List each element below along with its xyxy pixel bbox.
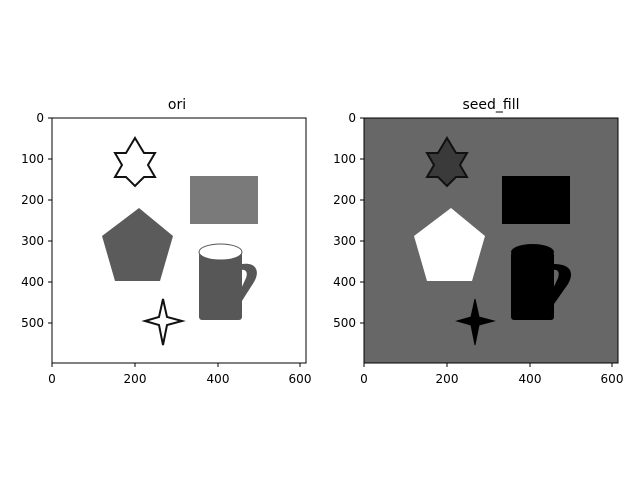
y-tick-label: 400 <box>333 275 356 289</box>
mug <box>511 244 572 320</box>
y-tick-label: 0 <box>348 111 356 125</box>
image-background <box>52 118 306 363</box>
x-axis <box>51 363 301 367</box>
x-tick-label: 400 <box>207 372 230 386</box>
y-axis <box>48 117 52 324</box>
black-rectangle <box>502 176 570 224</box>
y-tick-label: 300 <box>21 234 44 248</box>
x-tick-label: 200 <box>124 372 147 386</box>
image-area <box>52 118 306 363</box>
y-axis <box>360 117 364 324</box>
y-tick-label: 300 <box>333 234 356 248</box>
x-tick-label: 600 <box>601 372 624 386</box>
x-tick-label: 0 <box>48 372 56 386</box>
pentagon <box>102 208 173 281</box>
y-tick-label: 500 <box>21 316 44 330</box>
y-tick-label: 0 <box>36 111 44 125</box>
pentagon <box>414 208 485 281</box>
four-point-star <box>141 298 186 346</box>
x-axis <box>363 363 613 367</box>
six-point-star <box>113 136 157 188</box>
panel-title: ori <box>168 97 186 113</box>
panel-ori: ori 0 200 400 <box>21 97 311 386</box>
y-tick-label: 400 <box>21 275 44 289</box>
x-tick-label: 400 <box>519 372 542 386</box>
y-tick-label: 200 <box>21 193 44 207</box>
mug <box>198 243 257 320</box>
y-tick-label: 500 <box>333 316 356 330</box>
y-tick-label: 200 <box>333 193 356 207</box>
four-point-star <box>455 298 496 346</box>
image-background <box>364 118 618 363</box>
gray-rectangle <box>190 176 258 224</box>
six-point-star <box>425 136 469 188</box>
y-tick-label: 100 <box>333 152 356 166</box>
y-tick-label: 100 <box>21 152 44 166</box>
x-tick-label: 200 <box>436 372 459 386</box>
x-tick-label: 600 <box>289 372 312 386</box>
x-tick-label: 0 <box>360 372 368 386</box>
panel-title: seed_fill <box>462 97 519 113</box>
image-area <box>364 118 618 363</box>
panel-seed-fill: seed_fill 0 200 400 600 <box>333 97 623 386</box>
